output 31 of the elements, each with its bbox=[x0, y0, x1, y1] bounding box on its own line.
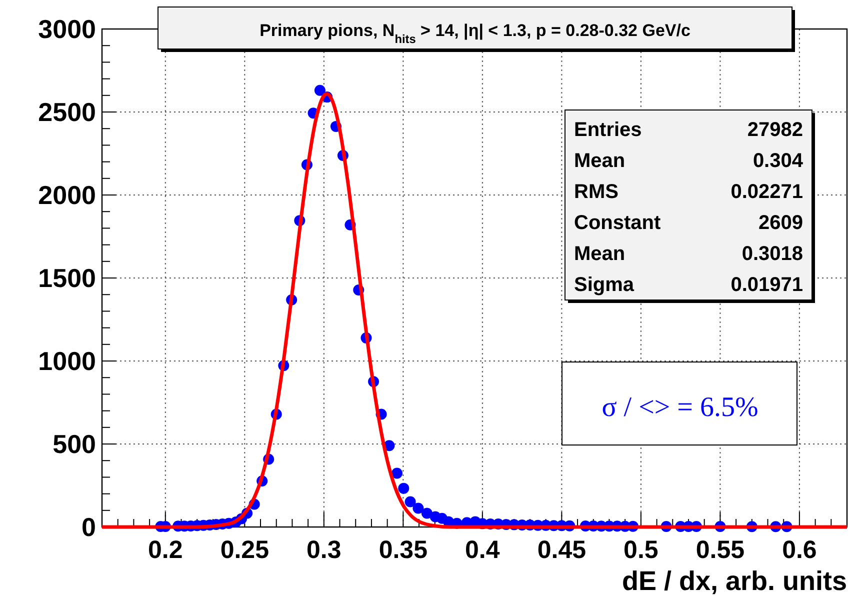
x-tick-label: 0.6 bbox=[782, 536, 817, 564]
annotation: 0.02271 bbox=[730, 181, 803, 203]
x-tick-label: 0.35 bbox=[378, 536, 428, 564]
y-tick-label: 2000 bbox=[38, 180, 96, 210]
x-tick-label: 0.3 bbox=[306, 536, 342, 564]
x-tick-label: 0.2 bbox=[148, 536, 183, 564]
x-tick-label: 0.5 bbox=[624, 536, 658, 564]
y-tick-label: 1500 bbox=[38, 263, 96, 293]
annotation: Sigma bbox=[574, 274, 635, 296]
y-tick-label: 3000 bbox=[38, 14, 96, 44]
x-tick-label: 0.4 bbox=[465, 536, 500, 564]
annotation: σ / <> = 6.5% bbox=[602, 392, 758, 423]
annotation: 0.01971 bbox=[730, 274, 803, 296]
x-axis-title: dE / dx, arb. units bbox=[622, 566, 847, 596]
x-tick-label: 0.45 bbox=[537, 536, 586, 564]
y-tick-label: 1000 bbox=[38, 346, 96, 376]
annotation: Mean bbox=[574, 243, 626, 265]
y-tick-label: 500 bbox=[52, 429, 96, 459]
chart-title: Primary pions, N$_{hits}$ > 14, |η| < 1.3, p = 0.28-0.32 GeV/c bbox=[260, 21, 690, 46]
annotation: Entries bbox=[574, 119, 642, 141]
annotation: 0.3018 bbox=[742, 243, 803, 265]
x-tick-label: 0.25 bbox=[220, 536, 270, 564]
annotation: RMS bbox=[574, 181, 618, 203]
annotation: Constant bbox=[574, 212, 661, 234]
annotation: Mean bbox=[574, 150, 626, 172]
annotation: 0.304 bbox=[752, 150, 804, 172]
y-tick-label: 0 bbox=[82, 512, 96, 542]
y-tick-label: 2500 bbox=[38, 97, 96, 127]
annotation: 2609 bbox=[758, 212, 803, 234]
x-tick-label: 0.55 bbox=[696, 536, 745, 564]
annotation: 27982 bbox=[747, 119, 803, 141]
